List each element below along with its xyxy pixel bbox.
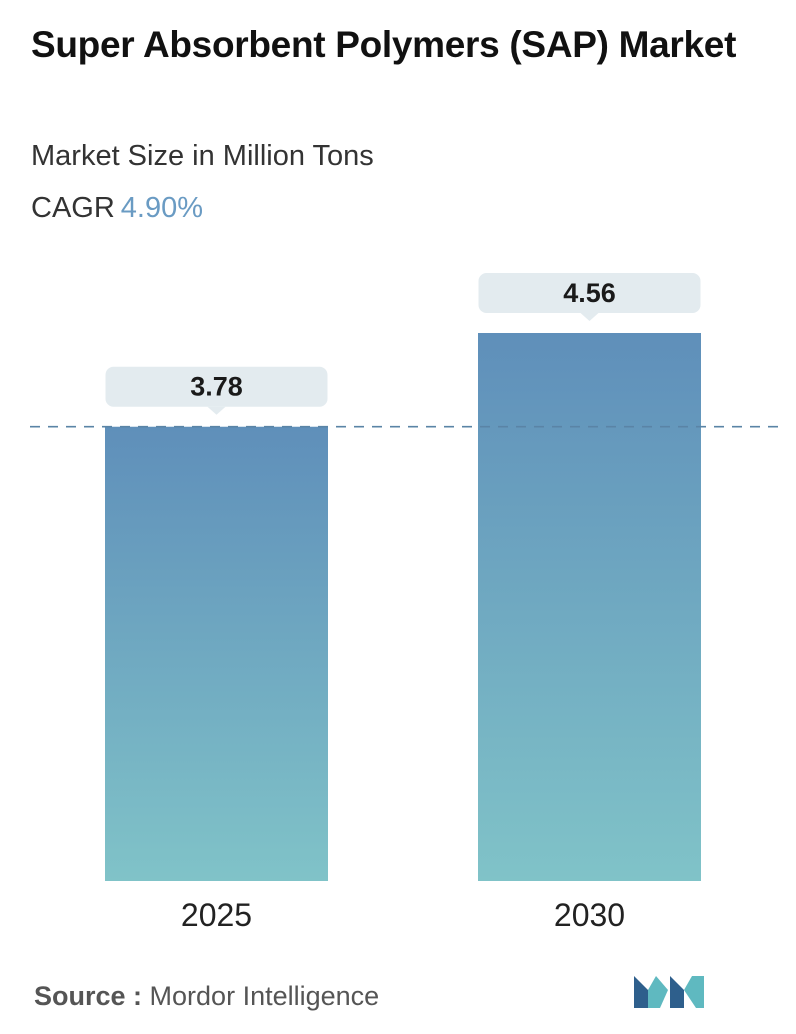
value-label-2030: 4.56 — [563, 278, 616, 308]
cagr-value: 4.90% — [120, 192, 204, 224]
cagr-label: CAGR — [31, 192, 115, 224]
mordor-intelligence-logo-icon — [634, 976, 704, 1008]
bar-2030 — [478, 333, 701, 881]
bars-layer — [105, 333, 701, 881]
source-label: Source : — [34, 981, 143, 1011]
x-tick-label-2030: 2030 — [554, 897, 625, 933]
labels-layer: 3.78 2025 4.56 2030 — [105, 273, 701, 933]
x-tick-label-2025: 2025 — [181, 897, 252, 933]
value-label-pointer-2030 — [580, 313, 599, 321]
chart-subtitle: Market Size in Million Tons — [31, 140, 374, 172]
value-label-box-2025 — [105, 366, 328, 407]
value-label-box-2030 — [478, 273, 701, 313]
value-label-2025: 3.78 — [190, 372, 243, 402]
value-label-pointer-2025 — [207, 406, 226, 415]
source-line: Source : Mordor Intelligence — [34, 978, 379, 1014]
chart-title: Super Absorbent Polymers (SAP) Market — [31, 24, 737, 65]
bar-2025 — [105, 426, 328, 881]
cagr-line: CAGR 4.90% — [31, 190, 203, 226]
source-value: Mordor Intelligence — [149, 981, 380, 1011]
